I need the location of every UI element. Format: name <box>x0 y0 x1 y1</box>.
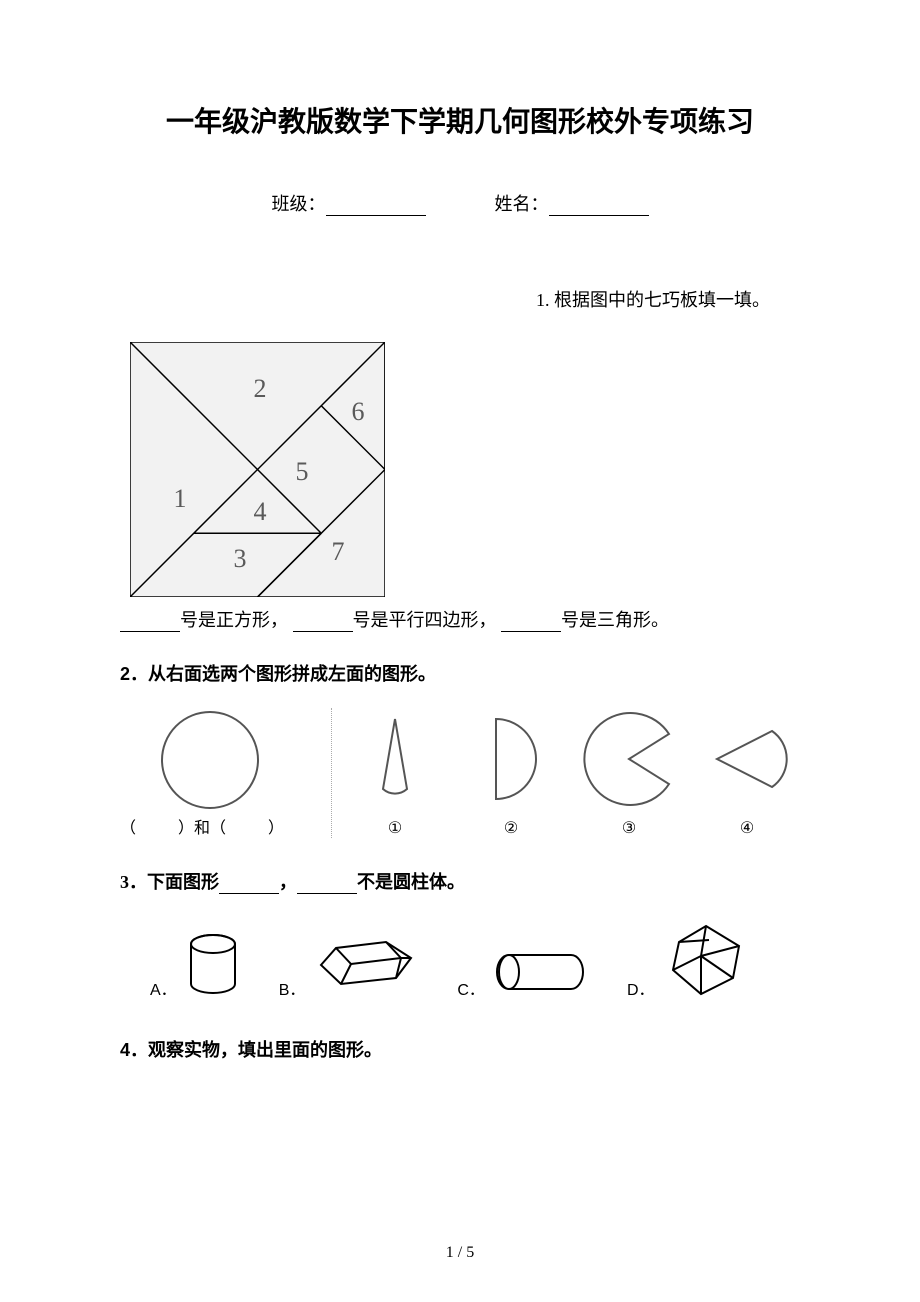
q3-blank-1[interactable] <box>219 878 279 894</box>
q3-num: 3． <box>120 872 147 892</box>
q3-option-c: C． <box>457 945 591 1000</box>
pacman-icon <box>574 709 684 809</box>
q2-option-1: ① <box>342 709 448 838</box>
q1-blank-square[interactable] <box>120 616 180 632</box>
q3-c-letter: C． <box>457 976 485 1000</box>
q2-num: 2． <box>120 664 148 684</box>
q1-intro: 1. 根据图中的七巧板填一填。 <box>120 286 800 312</box>
q3-option-b: B． <box>279 930 422 1000</box>
wedge-wide-icon <box>702 709 792 809</box>
q2-option-2: ② <box>458 709 564 838</box>
q1-blank-triangle[interactable] <box>501 616 561 632</box>
q2-option-3: ③ <box>574 709 684 838</box>
q2-option-3-label: ③ <box>574 818 684 838</box>
q1-text-1: 号是正方形， <box>180 610 288 630</box>
name-blank[interactable] <box>549 198 649 216</box>
q3-heading: 3．下面图形 ， 不是圆柱体。 <box>120 868 800 894</box>
class-label: 班级： <box>272 194 326 214</box>
q1-text-3: 号是三角形。 <box>561 610 669 630</box>
q2-cap-close: ） <box>268 820 284 837</box>
q1-sentence: 号是正方形， 号是平行四边形， 号是三角形。 <box>120 606 800 632</box>
q4-heading: 4．观察实物，填出里面的图形。 <box>120 1036 800 1062</box>
q4-text: 观察实物，填出里面的图形。 <box>148 1040 382 1060</box>
semicircle-icon <box>466 709 556 809</box>
q3-d-letter: D． <box>627 976 655 1000</box>
q2-heading: 2．从右面选两个图形拼成左面的图形。 <box>120 660 800 686</box>
q2-cap-mid: ）和（ <box>178 820 226 837</box>
q3-post: 不是圆柱体。 <box>357 872 465 892</box>
svg-text:5: 5 <box>296 457 309 486</box>
tangram-diagram: 1 2 345 6 7 <box>130 342 800 602</box>
q2-option-4-label: ④ <box>694 818 800 838</box>
q1-blank-parallelogram[interactable] <box>293 616 353 632</box>
class-blank[interactable] <box>326 198 426 216</box>
svg-text:1: 1 <box>174 484 187 513</box>
q3-mid: ， <box>279 872 297 892</box>
cylinder-icon <box>183 930 243 1000</box>
q2-option-4: ④ <box>694 709 800 838</box>
wedge-thin-icon <box>355 709 435 809</box>
cylinder-side-icon <box>491 945 591 1000</box>
page-footer: 1 / 5 <box>0 1244 920 1262</box>
q2-option-1-label: ① <box>342 818 448 838</box>
q2-left-caption: （ ）和（ ） <box>120 814 284 838</box>
svg-text:6: 6 <box>352 397 365 426</box>
q2-target-circle <box>120 708 320 818</box>
svg-text:3: 3 <box>234 544 247 573</box>
q3-blank-2[interactable] <box>297 878 357 894</box>
prism-hex-icon <box>311 930 421 1000</box>
q3-row: A． B． C． D． <box>150 920 800 1000</box>
page-title: 一年级沪教版数学下学期几何图形校外专项练习 <box>120 100 800 140</box>
q1-text-2: 号是平行四边形， <box>353 610 497 630</box>
svg-text:7: 7 <box>332 537 345 566</box>
q3-b-letter: B． <box>279 976 306 1000</box>
q3-pre: 下面图形 <box>147 872 219 892</box>
q3-option-d: D． <box>627 920 751 1000</box>
q2-left-panel: （ ）和（ ） <box>120 708 332 838</box>
q4-num: 4． <box>120 1040 148 1060</box>
name-label: 姓名： <box>495 194 549 214</box>
meta-row: 班级： 姓名： <box>120 190 800 216</box>
svg-text:4: 4 <box>254 497 267 526</box>
polyhedron-icon <box>661 920 751 1000</box>
q2-text: 从右面选两个图形拼成左面的图形。 <box>148 664 436 684</box>
q3-a-letter: A． <box>150 976 177 1000</box>
q3-option-a: A． <box>150 930 243 1000</box>
q2-option-2-label: ② <box>458 818 564 838</box>
q2-cap-open: （ <box>120 820 136 837</box>
svg-text:2: 2 <box>254 374 267 403</box>
q2-row: （ ）和（ ） ① ② ③ ④ <box>120 708 800 838</box>
